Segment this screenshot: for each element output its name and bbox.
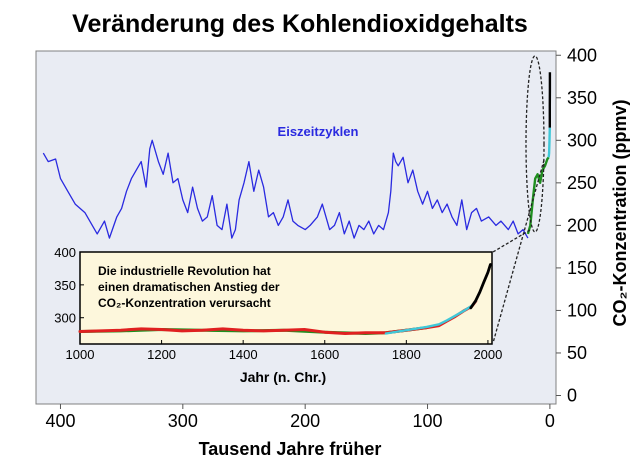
- inset-x-tick-label: 1600: [310, 347, 339, 362]
- inset-x-tick-label: 1400: [229, 347, 258, 362]
- main-y-tick-label: 250: [567, 173, 597, 193]
- inset-x-tick-label: 1800: [392, 347, 421, 362]
- zoom-connector-line-2: [492, 229, 531, 253]
- main-series-group: [42, 72, 552, 239]
- inset-note-line-1: Die industrielle Revolution hat: [98, 264, 271, 278]
- main-y-tick-label: 200: [567, 215, 597, 235]
- main-y-tick-label: 350: [567, 88, 597, 108]
- main-x-tick-label: 300: [168, 411, 198, 431]
- main-y-tick-label: 400: [567, 45, 597, 65]
- series-label-eiszeitzyklen: Eiszeitzyklen: [278, 124, 359, 139]
- inset-series-line-3: [469, 263, 492, 310]
- inset-series-line-2: [384, 300, 477, 335]
- main-x-tick-label: 200: [290, 411, 320, 431]
- main-y-tick-label: 100: [567, 300, 597, 320]
- chart-title: Veränderung des Kohlendioxidgehalts: [72, 10, 528, 38]
- x-axis-label: Tausend Jahre früher: [199, 439, 382, 459]
- main-series-line-0: [42, 139, 529, 239]
- main-x-tick-label: 0: [545, 411, 555, 431]
- main-y-tick-label: 0: [567, 385, 577, 405]
- inset-note-line-3: CO₂-Konzentration verursacht: [98, 296, 271, 310]
- main-x-axis: 400 300 200 100 0: [45, 404, 555, 431]
- inset-x-tick-label: 2000: [473, 347, 502, 362]
- zoom-ellipse: [525, 55, 545, 233]
- inset-y-tick-label: 400: [54, 245, 76, 260]
- main-series-line-2: [547, 127, 551, 158]
- main-x-tick-label: 400: [45, 411, 75, 431]
- main-y-tick-label: 50: [567, 343, 587, 363]
- y-axis-label: CO₂-Konzentration (ppmv): [610, 100, 630, 327]
- inset-y-tick-label: 350: [54, 278, 76, 293]
- main-y-tick-label: 300: [567, 130, 597, 150]
- inset-y-tick-label: 300: [54, 311, 76, 326]
- main-y-axis: 0 50 100 150 200 250 300 350 400: [556, 45, 597, 405]
- inset-x-tick-label: 1200: [147, 347, 176, 362]
- inset-x-axis-label: Jahr (n. Chr.): [240, 369, 326, 385]
- main-x-tick-label: 100: [413, 411, 443, 431]
- inset-y-axis: 300 350 400: [54, 245, 84, 326]
- main-plot-area: [35, 50, 557, 405]
- inset-x-axis: 1000 1200 1400 1600 1800 2000: [66, 340, 502, 362]
- inset-note-line-2: einen dramatischen Anstieg der: [98, 280, 280, 294]
- zoom-connector-line: [492, 159, 545, 344]
- inset-series-group: [78, 263, 492, 335]
- inset-x-tick-label: 1000: [66, 347, 95, 362]
- main-series-line-1: [526, 156, 550, 235]
- main-y-tick-label: 150: [567, 258, 597, 278]
